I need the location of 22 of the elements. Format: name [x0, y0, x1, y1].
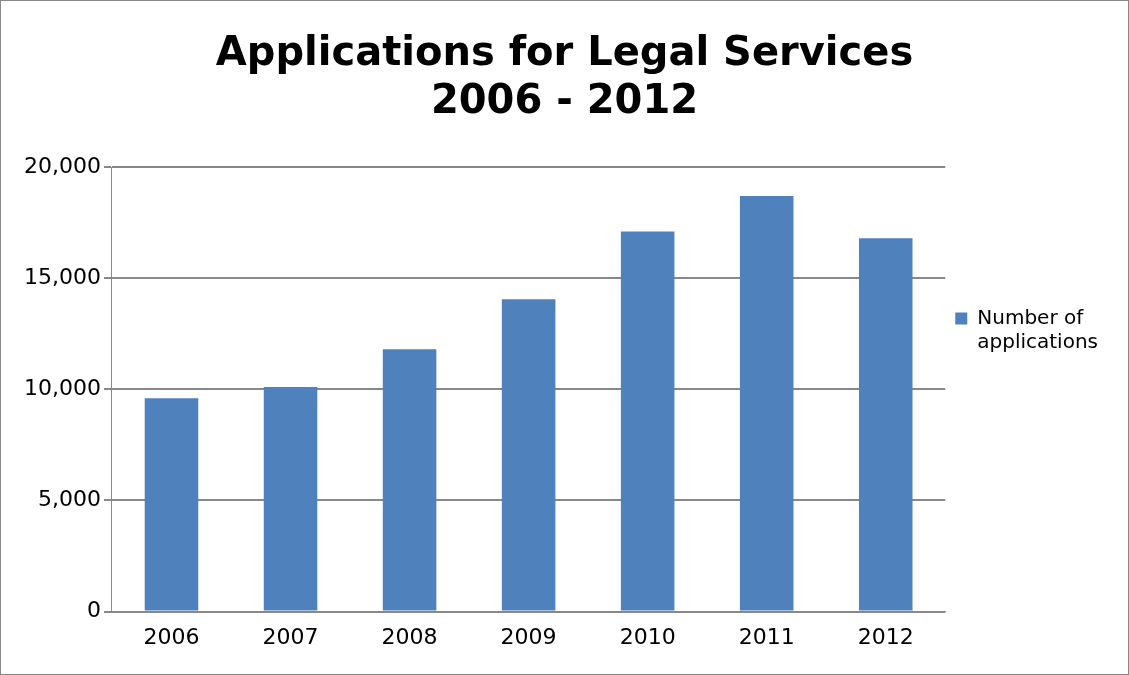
y-tick-label: 20,000 — [23, 152, 101, 178]
y-tick-label: 10,000 — [23, 375, 101, 401]
x-tick-label: 2010 — [619, 623, 676, 649]
x-tick-label: 2011 — [738, 623, 795, 649]
bar — [382, 349, 437, 611]
x-tick-label: 2012 — [857, 623, 914, 649]
bar — [263, 387, 318, 611]
x-tick-label: 2007 — [262, 623, 319, 649]
x-tick-label: 2006 — [143, 623, 200, 649]
x-tick-label: 2008 — [381, 623, 438, 649]
legend-label: Number of applications — [977, 304, 1099, 353]
bar — [739, 195, 794, 611]
y-tick-label: 0 — [86, 597, 101, 623]
bar — [858, 238, 913, 611]
bar — [501, 299, 556, 611]
y-tick-label: 15,000 — [23, 263, 101, 289]
text: Applications for Legal Services — [215, 28, 914, 75]
x-tick-label: 2009 — [500, 623, 557, 649]
bar — [144, 398, 199, 611]
bar — [620, 231, 675, 611]
text: 2006 - 2012 — [430, 76, 699, 123]
y-tick-label: 5,000 — [37, 486, 101, 512]
